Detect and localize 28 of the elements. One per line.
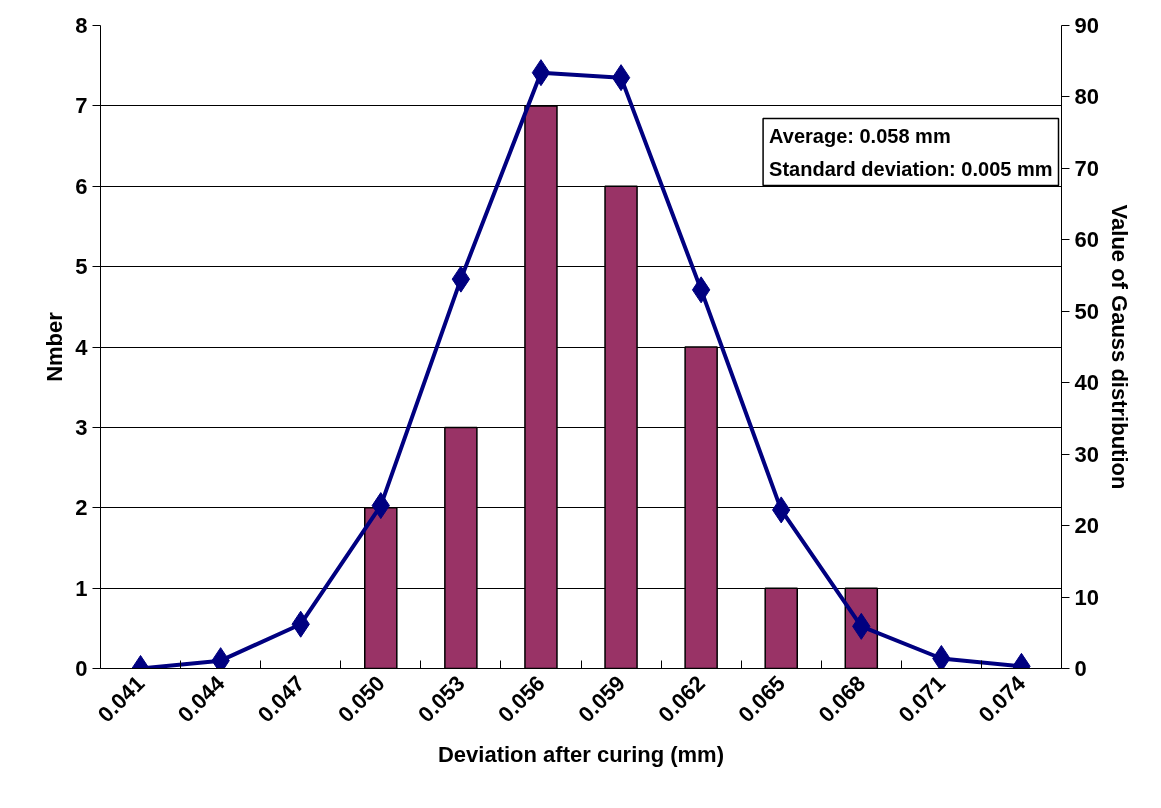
y-tick-label: 3 bbox=[75, 414, 88, 440]
y-tick-label: 6 bbox=[75, 173, 88, 199]
annotation: Average: 0.058 mm Standard deviation: 0.005 mm bbox=[769, 124, 1053, 180]
y2-tick-label: 80 bbox=[1074, 84, 1099, 110]
x-axis-title: Deviation after curing (mm) bbox=[437, 742, 725, 768]
point bbox=[611, 64, 631, 92]
y2-tick-label: 40 bbox=[1074, 370, 1099, 396]
point bbox=[691, 276, 711, 304]
point bbox=[932, 645, 951, 669]
y-tick-label: 1 bbox=[75, 575, 88, 601]
y2-tick-label: 20 bbox=[1074, 513, 1099, 539]
y2-tick-label: 60 bbox=[1074, 227, 1099, 253]
y2-tick-label: 30 bbox=[1074, 441, 1099, 467]
y-tick-label: 2 bbox=[75, 495, 88, 521]
y2-tick-label: 0 bbox=[1074, 656, 1087, 681]
y2-tick-label: 90 bbox=[1074, 13, 1099, 38]
y2-tick-label: 50 bbox=[1074, 298, 1099, 324]
y-tick-label: 7 bbox=[75, 93, 88, 119]
y-axis-title: Nmber bbox=[42, 311, 68, 382]
y-tick-label: 8 bbox=[75, 13, 88, 38]
point bbox=[531, 59, 551, 87]
y-tick-label: 4 bbox=[75, 334, 89, 360]
y2-axis-title: Value of Gauss distribution bbox=[1106, 204, 1132, 490]
y-tick-label: 0 bbox=[75, 656, 88, 681]
y2-tick-label: 70 bbox=[1074, 155, 1099, 181]
y2-tick-label: 10 bbox=[1074, 584, 1099, 610]
point bbox=[451, 265, 471, 293]
y-tick-label: 5 bbox=[75, 254, 88, 280]
